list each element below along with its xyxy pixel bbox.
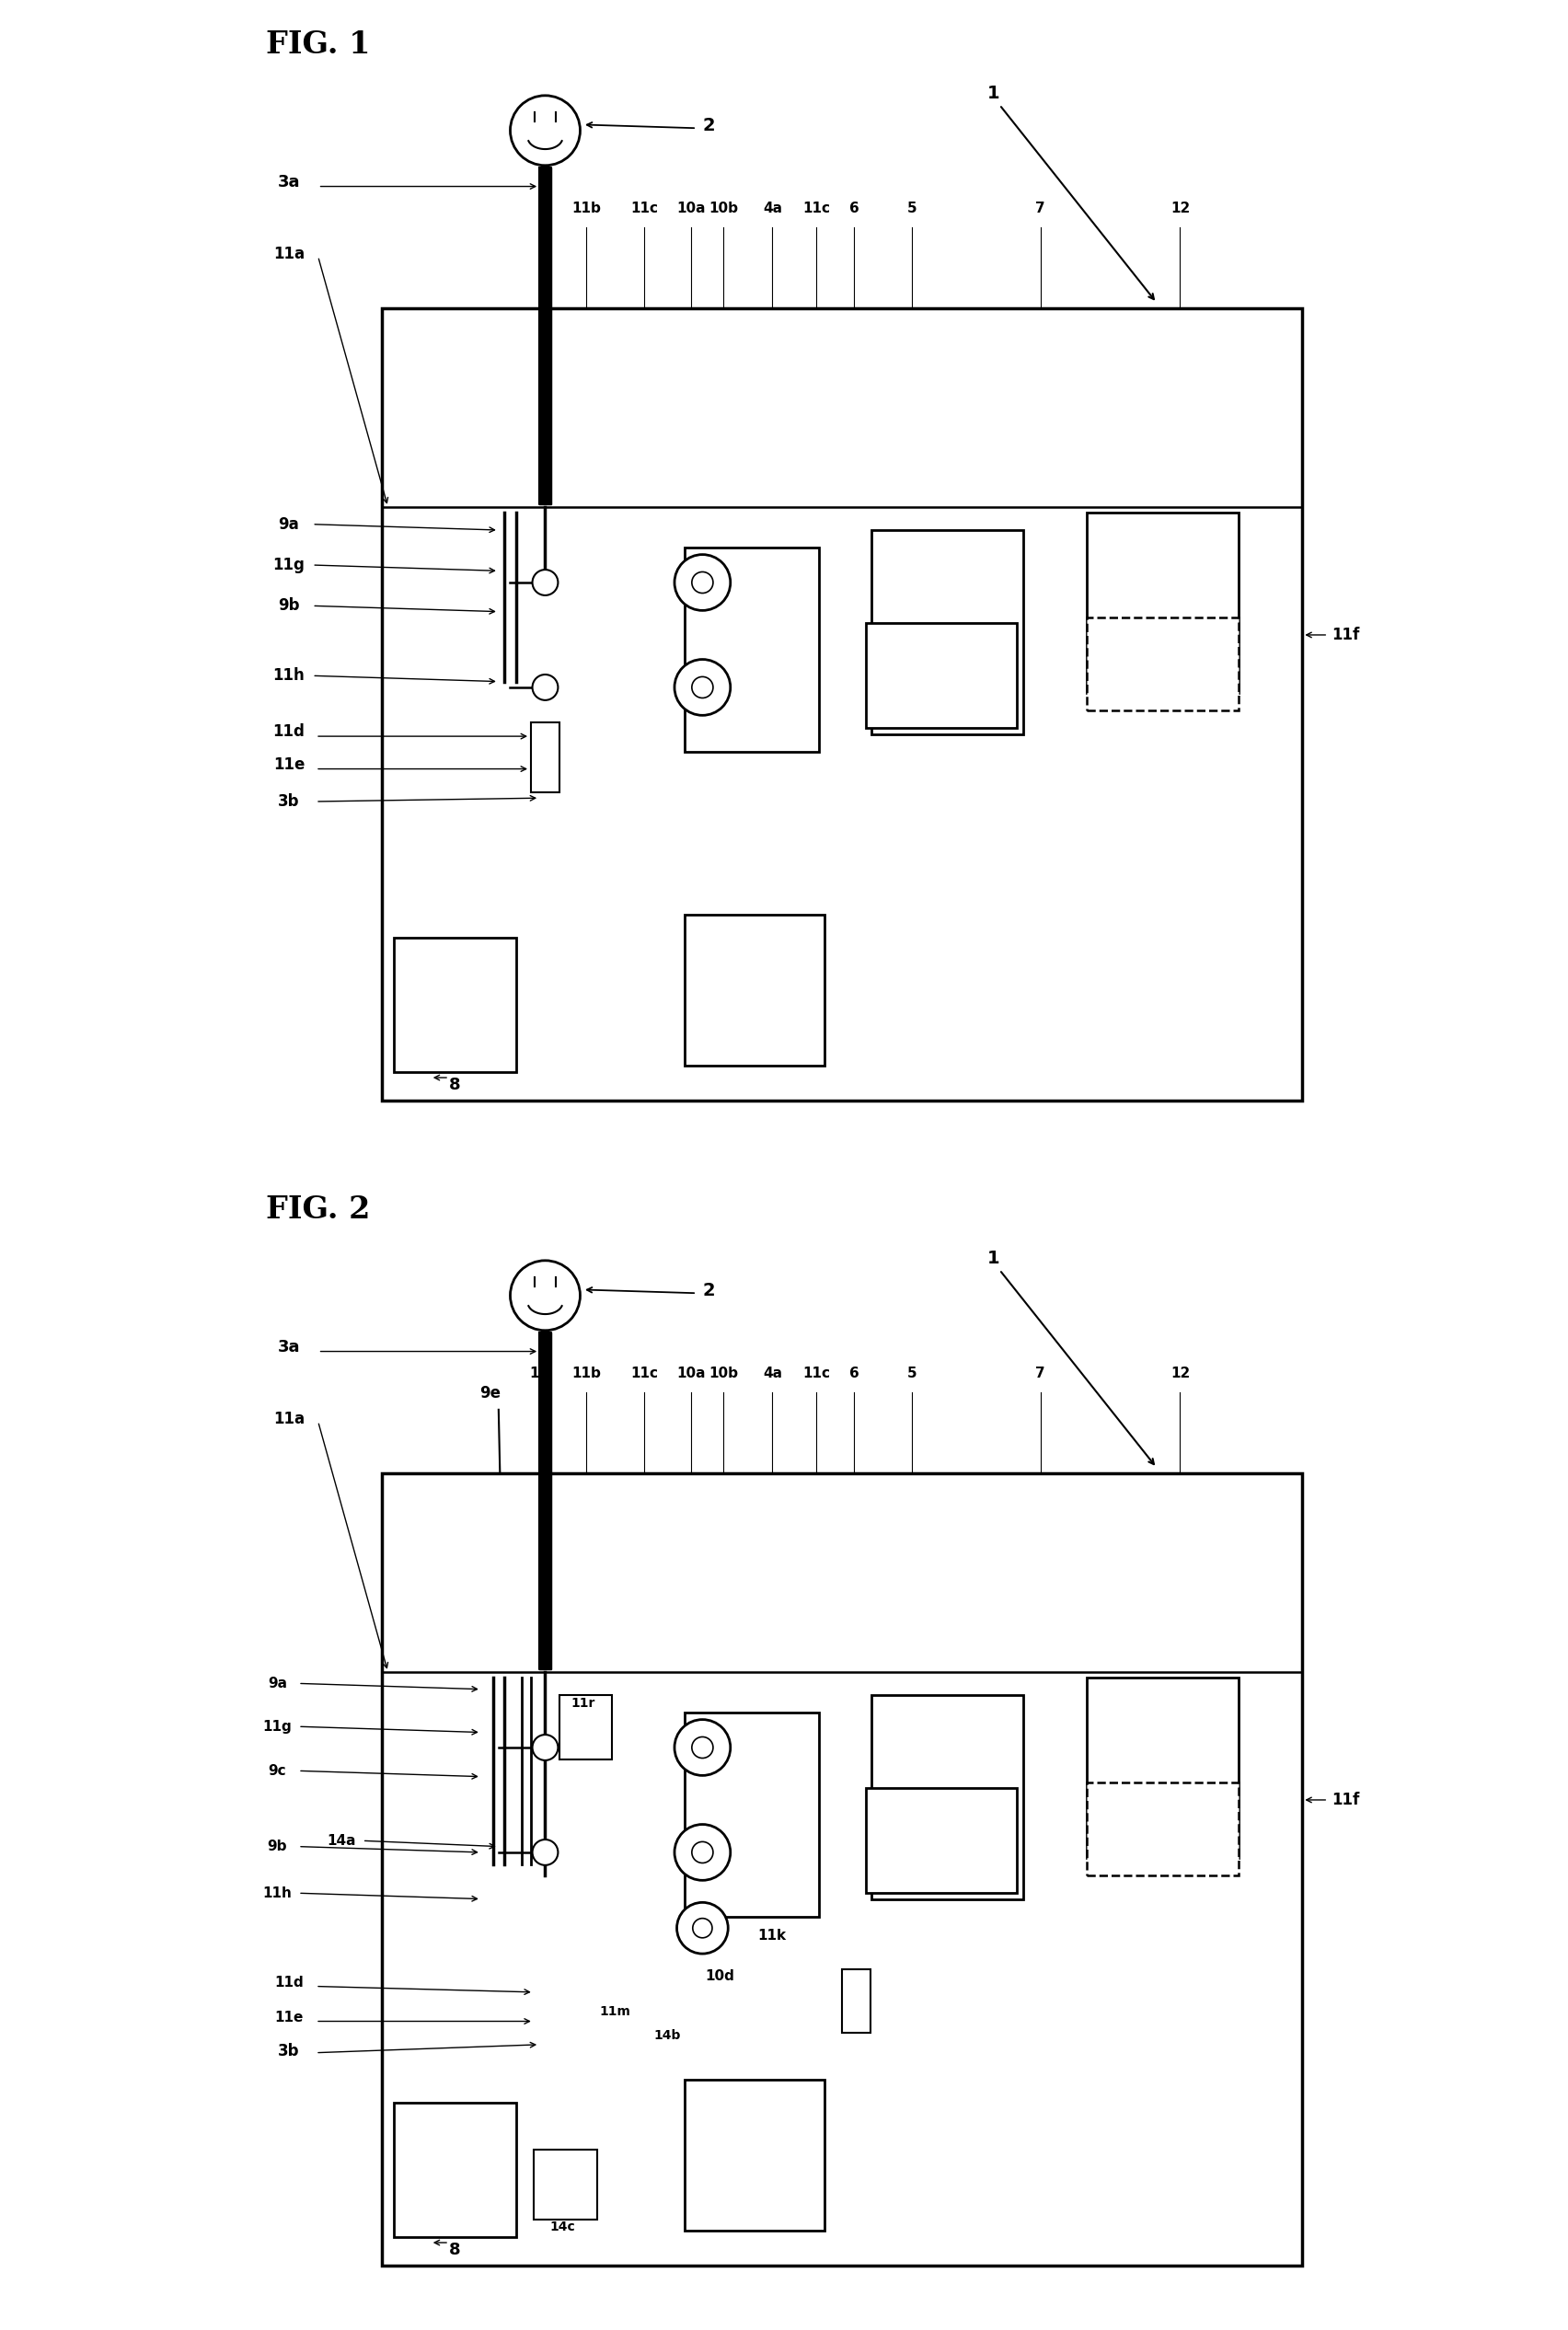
- Circle shape: [674, 659, 731, 715]
- Text: 14b: 14b: [654, 2029, 681, 2041]
- Text: 10b: 10b: [709, 1368, 739, 1379]
- Text: 2: 2: [702, 116, 715, 135]
- Text: 1: 1: [988, 84, 1000, 103]
- Text: 11b: 11b: [571, 203, 601, 217]
- Bar: [1087, 1678, 1239, 1859]
- Text: 9b: 9b: [278, 596, 299, 615]
- Text: 11c: 11c: [803, 1368, 831, 1379]
- Bar: [685, 1713, 818, 1915]
- Bar: [866, 622, 1018, 727]
- Text: 2: 2: [702, 1282, 715, 1300]
- Circle shape: [533, 1841, 558, 1864]
- Text: 11r: 11r: [571, 1696, 596, 1710]
- Text: 9e: 9e: [480, 1384, 502, 1403]
- Text: 6: 6: [848, 203, 859, 217]
- Circle shape: [674, 555, 731, 610]
- Text: 10a: 10a: [676, 1368, 706, 1379]
- Text: 5: 5: [908, 203, 917, 217]
- Bar: [533, 2148, 597, 2218]
- Text: 4a: 4a: [762, 203, 782, 217]
- Circle shape: [674, 1720, 731, 1775]
- Text: 3b: 3b: [278, 792, 299, 811]
- Bar: [866, 1789, 1018, 1892]
- Text: 12: 12: [1170, 203, 1190, 217]
- Text: 11d: 11d: [274, 1976, 304, 1990]
- Circle shape: [691, 1736, 713, 1759]
- Text: 7: 7: [1035, 203, 1046, 217]
- Text: 5: 5: [908, 1368, 917, 1379]
- Circle shape: [510, 96, 580, 165]
- Bar: [394, 2102, 516, 2237]
- Text: 6: 6: [848, 1368, 859, 1379]
- Text: 13: 13: [530, 1368, 549, 1379]
- Text: 11e: 11e: [274, 2011, 303, 2025]
- Bar: [842, 1969, 870, 2032]
- Circle shape: [533, 1734, 558, 1761]
- Circle shape: [691, 571, 713, 594]
- Bar: [872, 531, 1022, 734]
- Text: 3a: 3a: [278, 1337, 299, 1356]
- Text: 8: 8: [448, 2241, 461, 2258]
- Text: 14c: 14c: [550, 2220, 575, 2234]
- Text: 11a: 11a: [273, 245, 304, 263]
- Bar: [1087, 1782, 1239, 1876]
- Circle shape: [691, 676, 713, 699]
- Text: 11e: 11e: [273, 755, 304, 774]
- Text: 11d: 11d: [273, 722, 304, 741]
- Text: 11g: 11g: [273, 557, 304, 573]
- Text: FIG. 1: FIG. 1: [265, 30, 370, 61]
- Text: 11k: 11k: [757, 1929, 787, 1943]
- Text: 8: 8: [448, 1076, 461, 1093]
- Text: 11c: 11c: [630, 203, 659, 217]
- Circle shape: [674, 1824, 731, 1880]
- Text: 11c: 11c: [803, 203, 831, 217]
- Bar: [685, 548, 818, 750]
- Polygon shape: [539, 168, 550, 503]
- Text: FIG. 2: FIG. 2: [265, 1195, 370, 1226]
- Circle shape: [533, 571, 558, 594]
- Bar: [560, 1694, 612, 1759]
- Text: 9b: 9b: [268, 1841, 287, 1852]
- Circle shape: [533, 676, 558, 699]
- Text: 11c: 11c: [630, 1368, 659, 1379]
- Text: 9a: 9a: [279, 515, 299, 534]
- Bar: [685, 2078, 825, 2232]
- Bar: [532, 722, 560, 792]
- Text: 11f: 11f: [1331, 1792, 1359, 1808]
- Text: 11h: 11h: [273, 666, 304, 685]
- Text: 3b: 3b: [278, 2043, 299, 2060]
- Text: 10d: 10d: [706, 1969, 734, 1983]
- Text: 7: 7: [1035, 1368, 1046, 1379]
- Bar: [383, 308, 1303, 1100]
- Text: 12: 12: [1170, 1368, 1190, 1379]
- Text: 11m: 11m: [599, 2006, 630, 2018]
- Bar: [394, 939, 516, 1072]
- Text: 14a: 14a: [326, 1834, 356, 1848]
- Text: 11h: 11h: [262, 1887, 292, 1899]
- Text: 9a: 9a: [268, 1678, 287, 1689]
- Text: 11g: 11g: [262, 1720, 292, 1734]
- Text: 11f: 11f: [1331, 627, 1359, 643]
- Text: 10a: 10a: [676, 203, 706, 217]
- Bar: [685, 916, 825, 1067]
- Text: 11b: 11b: [571, 1368, 601, 1379]
- Bar: [872, 1696, 1022, 1899]
- Text: 4a: 4a: [762, 1368, 782, 1379]
- Text: 9c: 9c: [268, 1764, 287, 1778]
- Text: 1: 1: [988, 1249, 1000, 1268]
- Circle shape: [677, 1901, 728, 1953]
- Text: 10b: 10b: [709, 203, 739, 217]
- Bar: [1087, 513, 1239, 694]
- Circle shape: [510, 1261, 580, 1330]
- Circle shape: [691, 1841, 713, 1864]
- Text: 11a: 11a: [273, 1410, 304, 1428]
- Bar: [383, 1473, 1303, 2265]
- Polygon shape: [539, 1333, 550, 1668]
- Circle shape: [693, 1918, 712, 1939]
- Bar: [1087, 617, 1239, 711]
- Text: 3a: 3a: [278, 172, 299, 191]
